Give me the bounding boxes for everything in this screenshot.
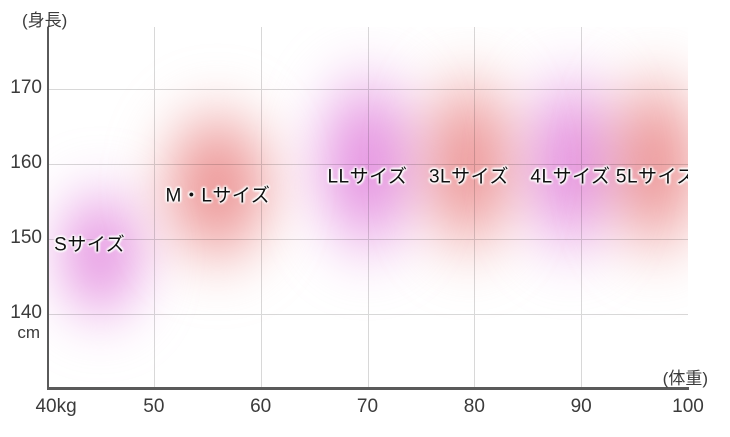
y-axis-line: [47, 27, 49, 389]
y-tick-label: 140: [10, 302, 42, 323]
blob-label-2: M・Lサイズ: [165, 185, 271, 207]
blob-label-5: 4Lサイズ: [530, 166, 611, 188]
x-tick-label: 90: [570, 396, 592, 417]
gridline-vertical: [474, 27, 476, 389]
gridline-vertical: [260, 27, 262, 389]
plot-area: Sサイズ M・Lサイズ LLサイズ 3Lサイズ 4Lサイズ 5Lサイズ: [47, 27, 688, 389]
gridline-vertical: [153, 27, 155, 389]
gridline-vertical: [581, 27, 583, 389]
y-tick-label: 170: [10, 77, 42, 98]
gridline-horizontal: [47, 239, 688, 240]
blob-label-3: LLサイズ: [327, 166, 408, 188]
y-tick-label: 150: [10, 227, 42, 248]
x-tick-label: 80: [463, 396, 485, 417]
x-tick-label: 60: [250, 396, 272, 417]
gridline-horizontal: [47, 314, 688, 315]
y-axis-title: (身長): [22, 11, 68, 30]
y-tick-label: 160: [10, 152, 42, 173]
x-tick-label: 70: [356, 396, 379, 417]
y-axis-tick-labels: 170 160 150 140 cm: [0, 0, 42, 437]
blob-label-1: Sサイズ: [54, 234, 126, 256]
blob-label-4: 3Lサイズ: [428, 166, 510, 188]
x-tick-label: 100: [672, 396, 704, 417]
blob-label-6: 5Lサイズ: [615, 166, 688, 188]
y-axis-unit: cm: [17, 323, 40, 342]
x-axis-line: [47, 387, 689, 390]
x-axis-title: (体重): [662, 369, 708, 388]
x-tick-label: 40kg: [35, 396, 77, 417]
gridline-horizontal: [47, 89, 688, 90]
x-tick-label: 50: [143, 396, 165, 417]
gridline-vertical: [367, 27, 369, 389]
